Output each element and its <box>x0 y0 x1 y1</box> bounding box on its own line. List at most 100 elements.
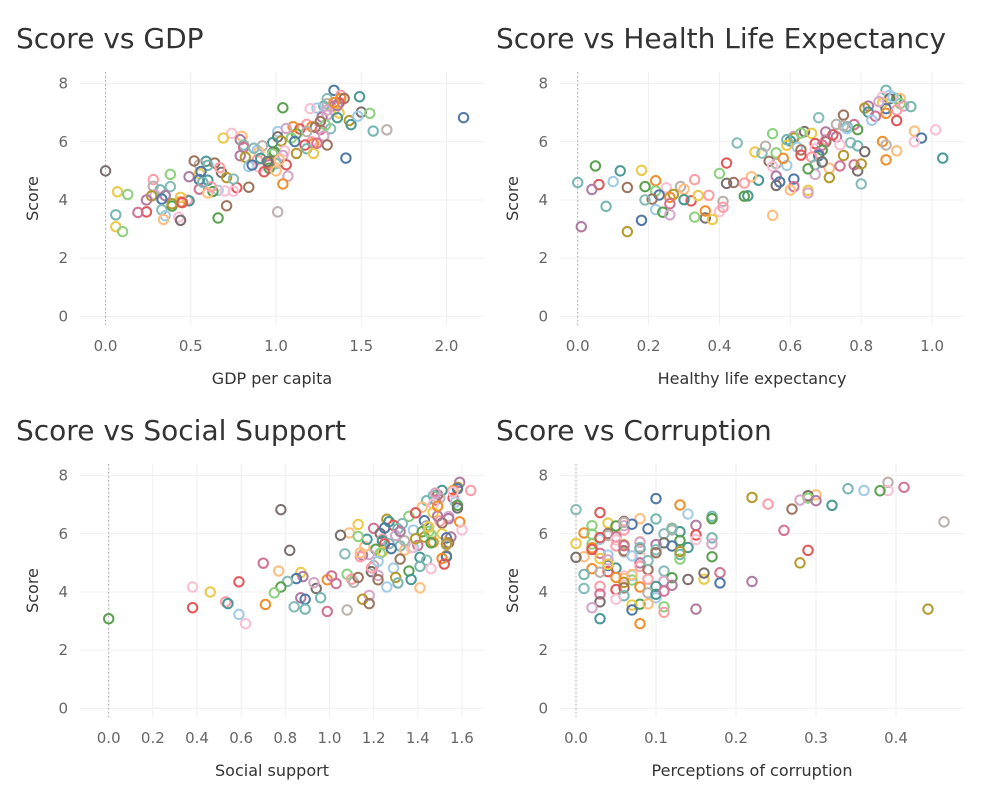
data-point <box>664 209 676 221</box>
data-point <box>147 173 159 186</box>
data-point <box>731 137 743 149</box>
data-point <box>102 613 115 625</box>
data-point <box>682 508 694 520</box>
data-point <box>646 193 658 205</box>
panel-score-vs-health: Score vs Health Life Expectancy 0.0 0.2 0.… <box>480 0 980 395</box>
x-tick-label: 0.2 <box>724 729 748 747</box>
data-point <box>352 530 364 543</box>
data-point <box>626 599 638 611</box>
data-point <box>310 582 322 595</box>
data-point <box>586 543 598 556</box>
tick-labels: 0.0 0.2 0.4 0.6 0.8 1.0 1.2 1.4 1.6 0 2 4 6 8 <box>58 467 473 747</box>
data-point <box>827 129 839 141</box>
x-axis-label: Perceptions of corruption <box>652 761 853 780</box>
data-point <box>409 533 422 545</box>
data-point <box>451 502 464 514</box>
data-point <box>699 212 711 224</box>
data-point <box>908 136 921 148</box>
data-point <box>341 604 353 616</box>
data-point <box>664 191 676 204</box>
data-points <box>570 476 950 630</box>
data-point <box>688 211 701 223</box>
y-tick-label: 8 <box>58 467 68 485</box>
data-point <box>440 537 453 550</box>
data-point <box>688 173 701 186</box>
data-point <box>664 198 676 210</box>
data-point <box>414 560 426 573</box>
data-point <box>614 165 626 177</box>
data-point <box>813 111 825 124</box>
data-point <box>788 173 800 185</box>
data-point <box>678 193 690 206</box>
x-tick-label: 0.5 <box>179 337 203 355</box>
data-point <box>352 518 364 531</box>
y-axis-label: Score <box>23 176 42 221</box>
data-point <box>720 157 733 169</box>
data-point <box>634 536 646 548</box>
data-point <box>802 187 814 199</box>
data-point <box>233 576 245 588</box>
data-point <box>618 516 630 529</box>
data-point <box>186 601 199 614</box>
data-point <box>222 597 234 610</box>
data-point <box>887 91 899 104</box>
data-point <box>378 522 391 534</box>
data-point <box>287 120 299 133</box>
data-point <box>275 581 287 593</box>
gridlines <box>560 72 964 325</box>
data-point <box>132 206 144 219</box>
data-point <box>243 181 255 193</box>
data-point <box>690 519 702 532</box>
data-point <box>908 125 921 137</box>
data-point <box>706 532 718 544</box>
y-tick-label: 2 <box>538 641 548 659</box>
data-point <box>116 225 129 238</box>
data-point <box>795 149 807 161</box>
data-point <box>600 200 612 213</box>
data-point <box>272 565 285 577</box>
data-point <box>594 531 606 544</box>
data-point <box>657 206 669 218</box>
data-point <box>898 481 910 493</box>
x-tick-label: 1.4 <box>406 729 430 747</box>
data-point <box>299 603 311 615</box>
data-point <box>273 154 286 166</box>
data-point <box>157 213 170 226</box>
x-tick-label: 0.0 <box>94 337 118 355</box>
data-point <box>805 127 818 140</box>
data-point <box>727 176 740 189</box>
data-point <box>823 171 836 184</box>
data-point <box>183 170 195 183</box>
data-point <box>233 608 245 621</box>
data-point <box>602 558 614 571</box>
y-tick-label: 4 <box>58 191 68 209</box>
y-axis-label: Score <box>23 568 42 613</box>
data-point <box>938 516 950 528</box>
data-point <box>642 598 654 610</box>
data-point <box>270 165 282 177</box>
data-point <box>859 145 871 158</box>
x-axis-label: Social support <box>215 761 329 780</box>
data-point <box>678 183 690 195</box>
data-point <box>626 518 638 530</box>
data-point <box>876 135 889 148</box>
data-point <box>650 492 662 505</box>
data-point <box>674 545 686 558</box>
x-tick-label: 0.6 <box>778 337 802 355</box>
data-point <box>277 102 289 114</box>
x-tick-label: 0.2 <box>637 337 661 355</box>
x-tick-label: 0.8 <box>849 337 873 355</box>
data-point <box>746 491 758 504</box>
data-point <box>268 587 280 599</box>
data-point <box>882 476 894 489</box>
data-point <box>438 558 450 570</box>
data-point <box>594 596 606 608</box>
data-point <box>639 194 651 206</box>
data-point <box>674 534 686 547</box>
data-point <box>372 574 384 586</box>
data-point <box>642 573 654 585</box>
data-point <box>297 570 309 583</box>
data-point <box>781 134 793 146</box>
data-point <box>703 189 715 202</box>
chart-title: Score vs GDP <box>16 22 204 55</box>
